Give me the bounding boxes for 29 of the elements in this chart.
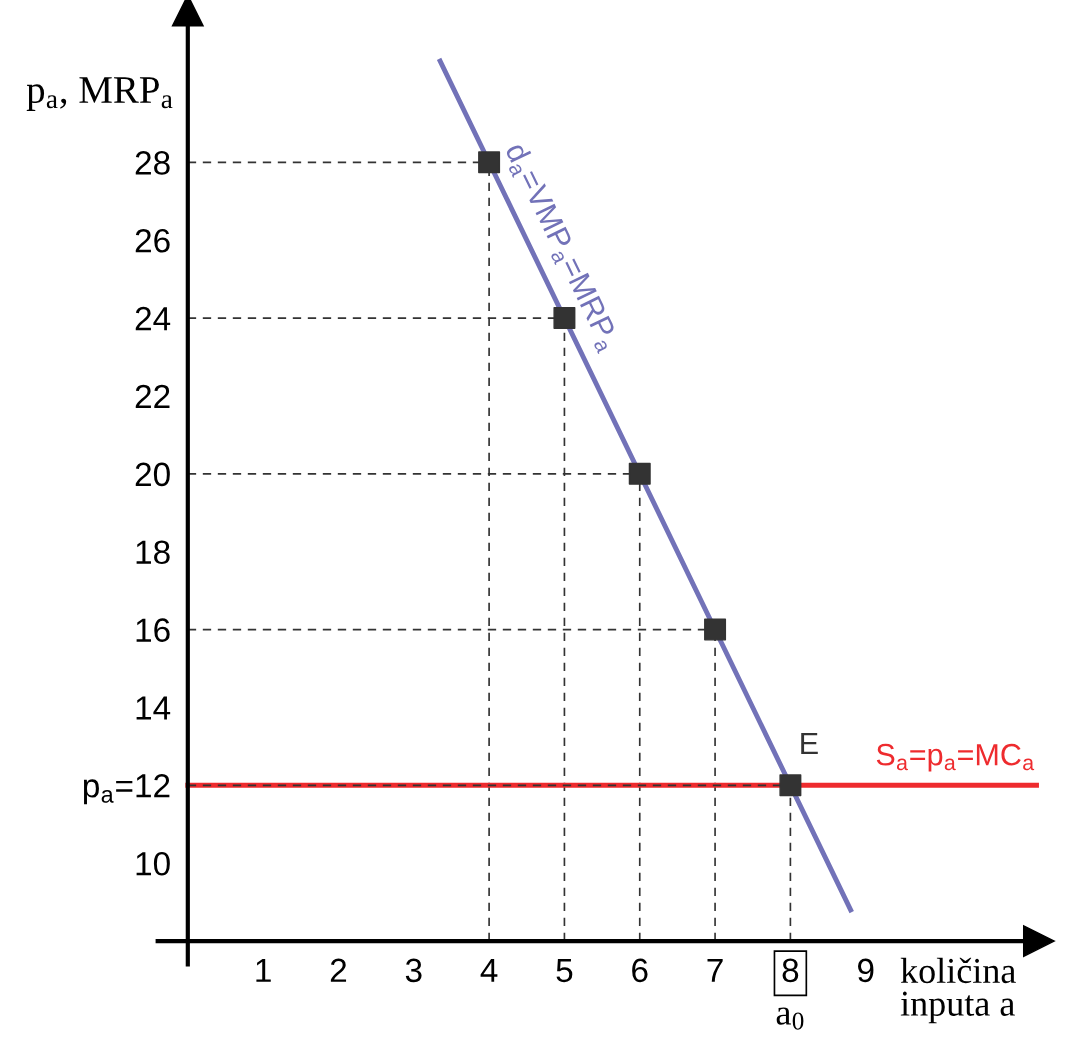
x-tick-label: 5 <box>556 958 573 983</box>
y-tick-label: 22 <box>135 384 170 409</box>
x-tick-label: 3 <box>405 958 422 983</box>
x-tick-label: 9 <box>858 958 874 983</box>
x-axis-title: količina inputa a <box>900 957 1016 1024</box>
text: a$_{0}$ <box>776 1007 804 1030</box>
annotation: E <box>801 732 818 754</box>
x-tick-label: 8 <box>782 958 799 983</box>
x-tick-label: 4 <box>480 958 498 982</box>
y-axis-title: p$_{a}$, MRP$_{a}$ <box>26 77 173 111</box>
x-tick-label: 6 <box>632 958 648 983</box>
x-tick-label: 1 <box>256 958 271 982</box>
point <box>478 151 501 174</box>
y-tick-label: 20 <box>135 462 170 487</box>
point <box>779 774 802 797</box>
x-tick-label: 2 <box>330 958 347 982</box>
y-tick-label: 18 <box>136 540 170 565</box>
x-tick-label: 7 <box>707 958 723 982</box>
y-tick-label: 14 <box>136 696 171 720</box>
y-tick-label: 28 <box>135 151 170 175</box>
point <box>628 462 651 485</box>
y-tick-label: p$_{a}$=12 <box>83 774 170 805</box>
text: d$_{a}$=VMP$_{a}$=MRP$_{a}$ <box>500 140 623 355</box>
y-tick-label: 26 <box>135 228 170 253</box>
y-tick-label: 16 <box>136 618 170 642</box>
ref-line-label: S$_{a}$=p$_{a}$=MC$_{a}$ <box>876 743 1035 772</box>
y-tick-label: 10 <box>136 851 170 876</box>
point <box>704 618 727 641</box>
y-tick-label: 24 <box>135 306 171 331</box>
